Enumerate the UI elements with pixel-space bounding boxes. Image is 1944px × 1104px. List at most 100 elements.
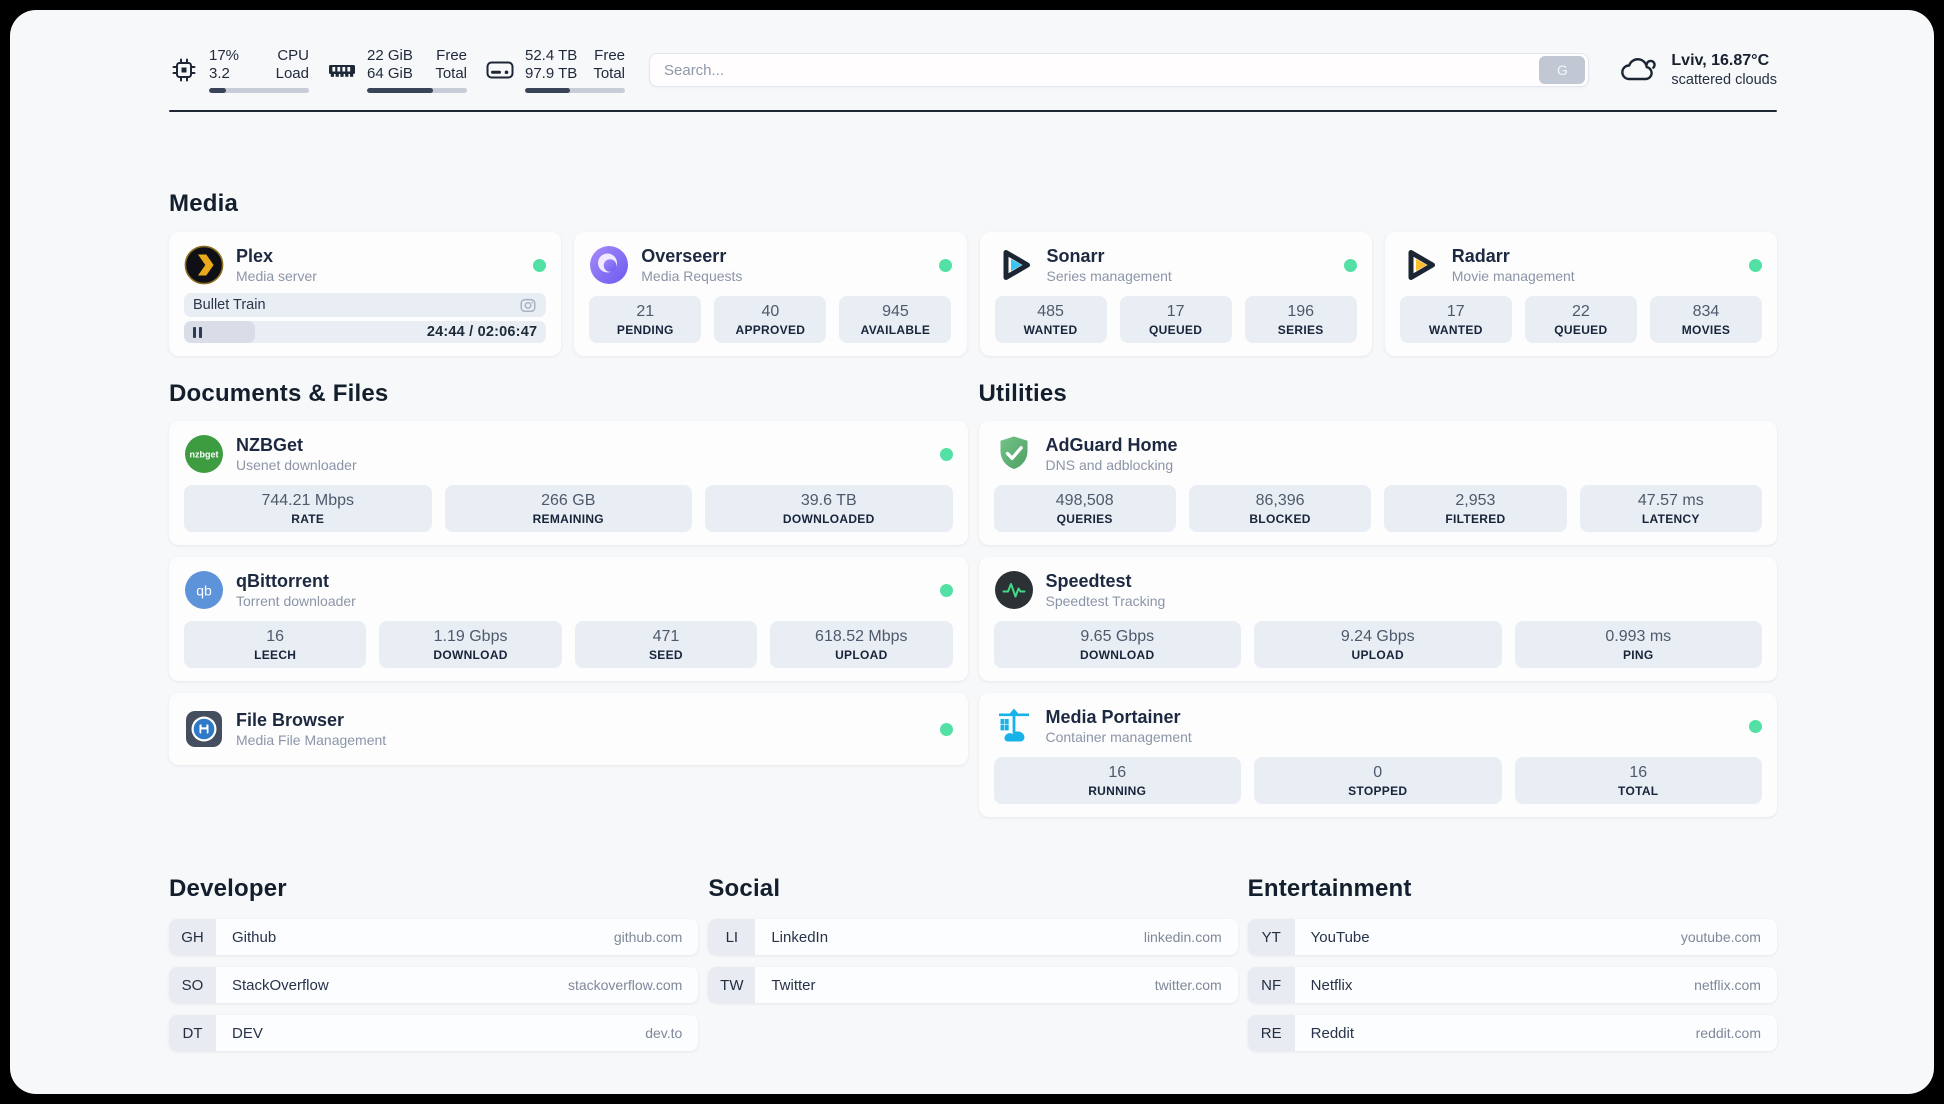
bookmark-group-developer: Developer GH Github github.com SO StackO…: [169, 875, 699, 1063]
app-name: AdGuard Home: [1045, 435, 1178, 455]
bookmark-url: youtube.com: [1680, 929, 1761, 945]
bookmark-github[interactable]: GH Github github.com: [169, 919, 699, 955]
app-name: Sonarr: [1046, 246, 1105, 266]
bookmark-abbr: LI: [708, 919, 756, 955]
cpu-load: 3.2: [209, 65, 230, 82]
now-playing-title: Bullet Train: [193, 297, 266, 313]
section-title-developer: Developer: [169, 875, 287, 902]
status-online-dot: [939, 447, 953, 461]
app-card-nzbget[interactable]: nzbget NZBGet Usenet downloader 744.21 M…: [169, 421, 968, 545]
section-title-social: Social: [708, 875, 781, 902]
ram-icon: [327, 55, 357, 85]
search-engine-button[interactable]: G: [1539, 56, 1586, 84]
bookmark-dev[interactable]: DT DEV dev.to: [169, 1015, 699, 1051]
section-title-entertainment: Entertainment: [1247, 875, 1412, 902]
app-name: Speedtest: [1045, 571, 1132, 591]
app-card-qbittorrent[interactable]: qb qBittorrent Torrent downloader 16 LEEC…: [169, 557, 968, 681]
status-online-dot: [939, 722, 953, 736]
bookmark-name: Netflix: [1310, 976, 1353, 994]
section-media: Media Plex Media server B: [169, 190, 1777, 356]
cpu-progress-bar: [209, 88, 309, 93]
app-subtitle: Series management: [1046, 268, 1172, 284]
search-input[interactable]: [664, 61, 1540, 79]
app-card-sonarr[interactable]: Sonarr Series management 485 WANTED 17 QUE…: [979, 232, 1372, 356]
bookmark-url: linkedin.com: [1143, 929, 1222, 945]
app-name: Overseerr: [641, 246, 727, 266]
memory-label1: Free: [436, 47, 467, 64]
memory-free: 22 GiB: [367, 47, 413, 64]
disk-label1: Free: [594, 47, 625, 64]
stat-box: 9.65 Gbps DOWNLOAD: [993, 621, 1241, 668]
app-card-portainer[interactable]: Media Portainer Container management 16 R…: [978, 693, 1777, 817]
qbittorrent-icon: qb: [184, 570, 224, 610]
filebrowser-icon: [184, 709, 224, 749]
section-title-documents: Documents & Files: [169, 380, 389, 407]
radarr-icon: [1400, 245, 1440, 285]
section-title-media: Media: [169, 190, 239, 217]
bookmark-name: DEV: [232, 1024, 263, 1042]
status-online-dot: [938, 258, 952, 272]
app-card-filebrowser[interactable]: File Browser Media File Management: [169, 693, 968, 765]
app-subtitle: Speedtest Tracking: [1045, 593, 1166, 609]
pause-icon[interactable]: [193, 326, 202, 338]
plex-now-playing: Bullet Train 24:44 / 02:06:47: [184, 293, 547, 343]
stat-box: 471 SEED: [574, 621, 758, 668]
bookmark-abbr: DT: [169, 1015, 216, 1051]
bookmark-reddit[interactable]: RE Reddit reddit.com: [1247, 1015, 1777, 1051]
memory-total: 64 GiB: [367, 65, 413, 82]
stat-box: 498,508 QUERIES: [993, 485, 1176, 532]
cpu-monitor: 17% CPU 3.2 Load: [169, 47, 309, 93]
app-subtitle: Media server: [236, 268, 317, 284]
disk-label2: Total: [593, 65, 625, 82]
app-subtitle: Media File Management: [236, 732, 387, 748]
bookmark-url: twitter.com: [1154, 977, 1222, 993]
bookmark-url: netflix.com: [1694, 977, 1761, 993]
svg-text:nzbget: nzbget: [190, 450, 219, 460]
bookmark-youtube[interactable]: YT YouTube youtube.com: [1247, 919, 1777, 955]
weather-condition: scattered clouds: [1671, 72, 1777, 88]
app-subtitle: Usenet downloader: [236, 457, 357, 473]
bookmark-abbr: GH: [169, 919, 216, 955]
app-subtitle: Torrent downloader: [236, 593, 356, 609]
memory-label2: Total: [435, 65, 467, 82]
bookmark-twitter[interactable]: TW Twitter twitter.com: [708, 967, 1238, 1003]
bookmark-url: github.com: [613, 929, 683, 945]
stat-box: 21 PENDING: [589, 296, 702, 343]
bookmark-stackoverflow[interactable]: SO StackOverflow stackoverflow.com: [169, 967, 699, 1003]
stat-box: 9.24 Gbps UPLOAD: [1254, 621, 1502, 668]
bookmark-url: dev.to: [645, 1025, 683, 1041]
bookmark-linkedin[interactable]: LI LinkedIn linkedin.com: [708, 919, 1238, 955]
stat-box: 17 WANTED: [1399, 296, 1512, 343]
bookmark-abbr: TW: [708, 967, 756, 1003]
app-card-speedtest[interactable]: Speedtest Speedtest Tracking 9.65 Gbps DO…: [978, 557, 1777, 681]
dashboard-page: 17% CPU 3.2 Load 22 GiB Free 64 GiB Total: [10, 10, 1934, 1094]
status-online-dot: [1343, 258, 1357, 272]
plex-icon: [184, 245, 224, 285]
bookmark-name: YouTube: [1310, 928, 1370, 946]
stat-box: 86,396 BLOCKED: [1188, 485, 1372, 532]
section-title-utilities: Utilities: [978, 380, 1067, 407]
disk-icon: [485, 55, 515, 85]
app-card-plex[interactable]: Plex Media server Bullet Train: [169, 232, 562, 356]
overseerr-icon: [589, 245, 629, 285]
cloud-icon: [1619, 54, 1659, 86]
app-card-adguard[interactable]: AdGuard Home DNS and adblocking 498,508 Q…: [978, 421, 1777, 545]
system-monitors: 17% CPU 3.2 Load 22 GiB Free 64 GiB Total: [169, 47, 625, 93]
nzbget-icon: nzbget: [184, 434, 224, 474]
stat-box: 16 TOTAL: [1514, 757, 1762, 804]
stat-box: 1.19 Gbps DOWNLOAD: [379, 621, 562, 668]
app-name: File Browser: [236, 710, 345, 730]
sonarr-icon: [995, 245, 1035, 285]
bookmark-abbr: SO: [169, 967, 216, 1003]
app-card-overseerr[interactable]: Overseerr Media Requests 21 PENDING 40 APP…: [574, 232, 967, 356]
stat-box: 16 RUNNING: [993, 757, 1241, 804]
stat-box: 744.21 Mbps RATE: [184, 485, 432, 532]
portainer-icon: [994, 706, 1034, 746]
cpu-label1: CPU: [277, 47, 309, 64]
stat-box: 17 QUEUED: [1119, 296, 1232, 343]
bookmark-netflix[interactable]: NF Netflix netflix.com: [1247, 967, 1777, 1003]
speedtest-icon: [994, 570, 1034, 610]
bookmark-name: Reddit: [1310, 1024, 1355, 1042]
bookmark-abbr: RE: [1247, 1015, 1295, 1051]
app-card-radarr[interactable]: Radarr Movie management 17 WANTED 22 QUEUE…: [1384, 232, 1777, 356]
